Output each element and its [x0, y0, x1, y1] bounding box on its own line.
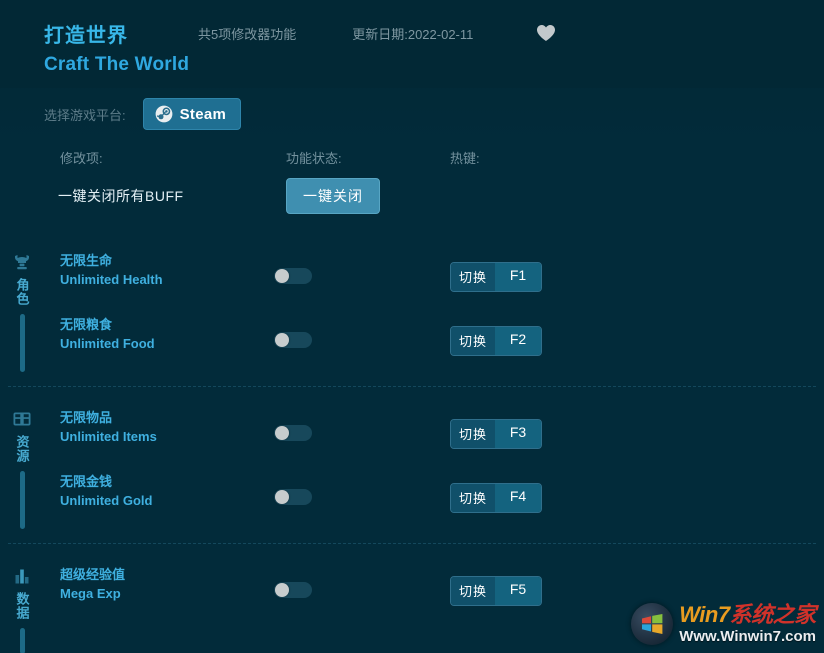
section-rows: 无限生命 Unlimited Health 切换 F1 无限粮食 Unlimited Fo… — [44, 244, 824, 372]
column-header-status: 功能状态: — [286, 151, 342, 166]
hotkey-key-label: F2 — [495, 327, 542, 355]
section-rows: 超级经验值 Mega Exp 切换 F5 — [44, 558, 824, 653]
cheat-name-cn: 无限金钱 — [60, 474, 113, 489]
hotkey-key-label: F4 — [495, 484, 542, 512]
cheat-name-en: Unlimited Health — [60, 272, 163, 287]
column-header-hotkey: 热键: — [450, 151, 480, 166]
category-label: 资源 — [14, 435, 30, 463]
cheat-name-block: 无限生命 Unlimited Health — [60, 252, 163, 289]
all-off-button[interactable]: 一键关闭 — [286, 178, 380, 214]
column-header-modifier: 修改项: — [60, 151, 103, 166]
category-label: 角色 — [14, 278, 30, 306]
cheat-name-cn: 无限粮食 — [60, 317, 113, 332]
cheat-name-block: 无限粮食 Unlimited Food — [60, 316, 155, 353]
cheat-name-en: Unlimited Gold — [60, 493, 153, 508]
hotkey-action-label: 切换 — [451, 577, 496, 605]
category-rail: 资源 — [0, 401, 44, 529]
all-off-row: 一键关闭所有BUFF 一键关闭 — [0, 174, 824, 230]
hotkey-button[interactable]: 切换 F2 — [450, 326, 543, 356]
category-accent-bar — [19, 314, 25, 372]
hotkey-button[interactable]: 切换 F1 — [450, 262, 543, 292]
sections-container: 角色 无限生命 Unlimited Health 切换 F1 无限粮食 Unlimited … — [0, 230, 824, 653]
section-2: 资源 无限物品 Unlimited Items 切换 F3 无限金钱 Unlimited G… — [0, 387, 824, 543]
hotkey-key-label: F5 — [495, 577, 542, 605]
cheat-toggle[interactable] — [274, 425, 312, 441]
platform-row: 选择游戏平台: Steam — [0, 88, 824, 140]
game-title-cn: 打造世界 — [44, 24, 128, 47]
bar-chart-icon — [11, 566, 33, 586]
toggle-knob — [275, 269, 289, 283]
toggle-knob — [275, 583, 289, 597]
hotkey-action-label: 切换 — [451, 327, 496, 355]
cheat-name-cn: 超级经验值 — [60, 567, 126, 582]
section-divider — [8, 386, 816, 387]
platform-steam-label: Steam — [179, 105, 227, 123]
hotkey-action-label: 切换 — [451, 484, 496, 512]
toggle-knob — [275, 333, 289, 347]
hotkey-button[interactable]: 切换 F4 — [450, 483, 543, 513]
hotkey-action-label: 切换 — [451, 420, 496, 448]
category-rail: 角色 — [0, 244, 44, 372]
cheat-name-en: Unlimited Food — [60, 336, 155, 351]
cheat-name-block: 超级经验值 Mega Exp — [60, 566, 125, 603]
cheat-toggle[interactable] — [274, 268, 312, 284]
category-accent-bar — [19, 628, 25, 653]
column-headers: 修改项: 功能状态: 热键: — [0, 140, 824, 174]
cheat-toggle[interactable] — [274, 489, 312, 505]
all-off-label: 一键关闭所有BUFF — [58, 188, 184, 204]
cheat-toggle[interactable] — [274, 332, 312, 348]
cheat-row: 无限金钱 Unlimited Gold 切换 F4 — [44, 465, 824, 529]
crate-icon — [11, 409, 33, 429]
header-top-row: 打造世界 共5项修改器功能 更新日期:2022-02-11 — [44, 0, 824, 56]
character-helmet-icon — [11, 252, 33, 272]
cheat-name-cn: 无限物品 — [60, 410, 113, 425]
feature-count-label: 共5项修改器功能 — [198, 26, 297, 42]
cheat-name-block: 无限金钱 Unlimited Gold — [60, 473, 152, 510]
cheat-toggle[interactable] — [274, 582, 312, 598]
category-rail: 数据 — [0, 558, 44, 653]
cheat-name-cn: 无限生命 — [60, 253, 113, 268]
steam-icon — [155, 105, 173, 123]
section-3: 数据 超级经验值 Mega Exp 切换 F5 — [0, 544, 824, 653]
heart-icon[interactable] — [535, 22, 557, 44]
hotkey-action-label: 切换 — [451, 263, 496, 291]
update-date-label: 更新日期:2022-02-11 — [352, 26, 474, 42]
cheat-row: 无限生命 Unlimited Health 切换 F1 — [44, 244, 824, 308]
section-divider — [8, 543, 816, 544]
platform-label: 选择游戏平台: — [44, 107, 126, 123]
game-title-en: Craft The World — [44, 54, 190, 75]
app-header: 打造世界 共5项修改器功能 更新日期:2022-02-11 Craft The … — [0, 0, 824, 88]
cheat-row: 无限粮食 Unlimited Food 切换 F2 — [44, 308, 824, 372]
cheat-name-block: 无限物品 Unlimited Items — [60, 409, 157, 446]
hotkey-key-label: F1 — [495, 263, 542, 291]
platform-steam-button[interactable]: Steam — [142, 98, 242, 130]
category-accent-bar — [19, 471, 25, 529]
category-label: 数据 — [14, 592, 30, 620]
hotkey-button[interactable]: 切换 F5 — [450, 576, 543, 606]
hotkey-key-label: F3 — [495, 420, 542, 448]
toggle-knob — [275, 426, 289, 440]
section-1: 角色 无限生命 Unlimited Health 切换 F1 无限粮食 Unlimited … — [0, 230, 824, 386]
toggle-knob — [275, 490, 289, 504]
section-rows: 无限物品 Unlimited Items 切换 F3 无限金钱 Unlimited Gol… — [44, 401, 824, 529]
cheat-row: 无限物品 Unlimited Items 切换 F3 — [44, 401, 824, 465]
cheat-name-en: Mega Exp — [60, 586, 121, 601]
cheat-name-en: Unlimited Items — [60, 429, 157, 444]
hotkey-button[interactable]: 切换 F3 — [450, 419, 543, 449]
cheat-row: 超级经验值 Mega Exp 切换 F5 — [44, 558, 824, 622]
